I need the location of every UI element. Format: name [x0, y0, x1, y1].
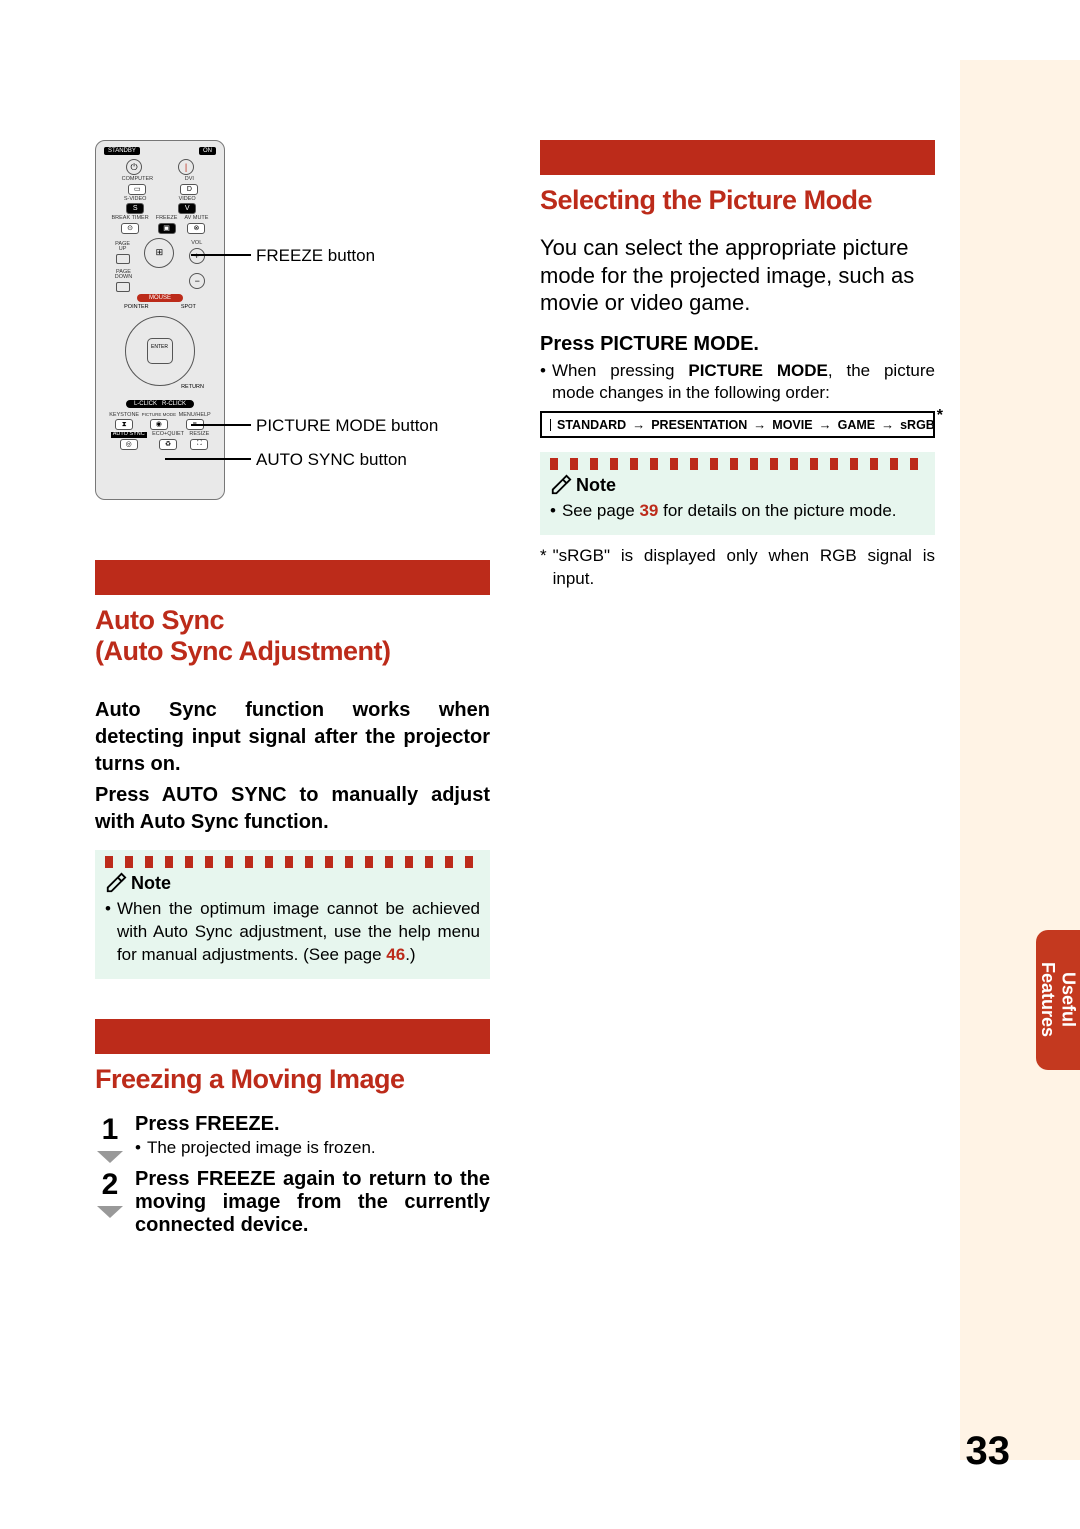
page-number: 33: [966, 1429, 1011, 1474]
divider-bar: [95, 1019, 490, 1054]
autosync-intro: Auto Sync function works when detecting …: [95, 697, 490, 778]
note-divider: [550, 458, 925, 470]
footnote-mark: *: [937, 407, 943, 425]
note-divider: [105, 856, 480, 868]
autosync-press: Press AUTO SYNC to manually adjust with …: [95, 782, 490, 836]
picmode-body: You can select the appropriate picture m…: [540, 234, 935, 317]
left-column: STANDBYON ⏻| COMPUTER▭DVID S-VIDEOSVIDEO…: [95, 140, 490, 1247]
autosync-note-text: When the optimum image cannot be achieve…: [105, 898, 480, 967]
picmode-bullet: When pressing PICTURE MODE, the picture …: [540, 360, 935, 406]
section-tab: UsefulFeatures: [1036, 930, 1080, 1070]
heading-freezing: Freezing a Moving Image: [95, 1064, 490, 1095]
step-2: 2 Press FREEZE again to return to the mo…: [95, 1168, 490, 1237]
divider-bar: [540, 140, 935, 175]
remote-body: STANDBYON ⏻| COMPUTER▭DVID S-VIDEOSVIDEO…: [95, 140, 225, 500]
note-label: Note: [550, 474, 925, 496]
right-column: Selecting the Picture Mode You can selec…: [540, 140, 935, 591]
autosync-note: Note When the optimum image cannot be ac…: [95, 850, 490, 979]
step1-title: Press FREEZE.: [135, 1113, 490, 1136]
heading-picmode: Selecting the Picture Mode: [540, 185, 935, 216]
picmode-note: Note See page 39 for details on the pict…: [540, 452, 935, 535]
right-margin-bg: [960, 60, 1080, 1460]
note-icon: [105, 872, 127, 894]
remote-diagram: STANDBYON ⏻| COMPUTER▭DVID S-VIDEOSVIDEO…: [95, 140, 490, 530]
step-1: 1 Press FREEZE. The projected image is f…: [95, 1113, 490, 1158]
step-number: 1: [95, 1113, 125, 1153]
heading-autosync: Auto Sync (Auto Sync Adjustment): [95, 605, 490, 667]
loop-icon: [550, 419, 551, 431]
step-number: 2: [95, 1168, 125, 1208]
picmode-note-text: See page 39 for details on the picture m…: [550, 500, 925, 523]
note-icon: [550, 474, 572, 496]
step2-title: Press FREEZE again to return to the movi…: [135, 1168, 490, 1237]
section-tab-text: UsefulFeatures: [1037, 962, 1078, 1037]
picmode-footnote: *"sRGB" is displayed only when RGB signa…: [540, 545, 935, 591]
mode-flow: STANDARD→ PRESENTATION→ MOVIE→ GAME→ sRG…: [540, 411, 935, 438]
note-label: Note: [105, 872, 480, 894]
manual-page: UsefulFeatures 33 STANDBYON ⏻| COMPUTER▭…: [0, 0, 1080, 1529]
picmode-press: Press PICTURE MODE.: [540, 333, 935, 356]
step1-sub: The projected image is frozen.: [135, 1138, 490, 1158]
divider-bar: [95, 560, 490, 595]
